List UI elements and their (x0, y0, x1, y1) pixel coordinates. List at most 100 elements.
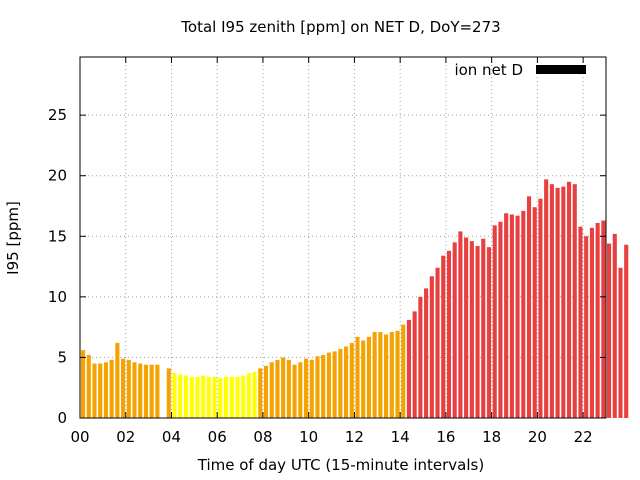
bar (498, 221, 503, 418)
bar (366, 336, 371, 418)
legend-swatch (536, 65, 586, 74)
bar (229, 376, 234, 418)
y-tick-label: 20 (48, 167, 67, 185)
x-tick-label: 14 (391, 428, 410, 446)
bar (412, 311, 417, 418)
axis-ticks: 00 02 04 06 08 10 12 14 16 18 20 22 0 5 10 15 20 25 (48, 57, 606, 446)
bar (378, 331, 383, 418)
bar (361, 340, 366, 418)
bar (372, 331, 377, 418)
x-axis-label: Time of day UTC (15-minute intervals) (197, 456, 484, 474)
y-tick-label: 5 (57, 348, 67, 366)
bar (332, 351, 337, 418)
bar (464, 237, 469, 418)
bar (115, 342, 120, 418)
bar (458, 231, 463, 418)
bar (326, 352, 331, 418)
bar (172, 373, 177, 418)
x-tick-label: 08 (253, 428, 272, 446)
bar (286, 359, 291, 418)
bar (584, 236, 589, 418)
bar (452, 242, 457, 418)
bar (258, 368, 263, 418)
bar (595, 222, 600, 418)
bar (315, 356, 320, 418)
bar (81, 350, 86, 418)
bar (132, 362, 137, 418)
bar (561, 186, 566, 418)
bar (178, 374, 183, 418)
bar (143, 364, 149, 418)
y-tick-label: 10 (48, 288, 67, 306)
bar (241, 375, 246, 418)
bar (121, 358, 126, 418)
bar (269, 362, 274, 418)
bar (292, 364, 297, 418)
bar (406, 319, 412, 418)
bars (81, 179, 629, 418)
x-tick-label: 06 (208, 428, 227, 446)
bar (201, 375, 206, 418)
bar (109, 359, 114, 418)
bar (138, 363, 143, 418)
x-tick-label: 12 (345, 428, 364, 446)
bar (252, 371, 257, 418)
bar (389, 331, 394, 418)
bar (504, 213, 509, 418)
bar (349, 342, 354, 418)
y-tick-label: 15 (48, 227, 67, 245)
x-tick-label: 00 (70, 428, 89, 446)
bar (395, 330, 400, 418)
bar (555, 187, 560, 418)
bar (492, 225, 497, 418)
bar (212, 376, 217, 418)
gridlines (80, 57, 606, 418)
bar (538, 198, 543, 418)
bar (309, 359, 314, 418)
bar (509, 214, 514, 418)
x-tick-label: 16 (436, 428, 455, 446)
bar (475, 245, 480, 418)
bar (384, 334, 389, 418)
bar (435, 267, 440, 418)
bar (446, 250, 452, 418)
bar (481, 238, 486, 418)
bar (469, 241, 474, 418)
legend: ion net D (454, 61, 586, 79)
bar (103, 362, 108, 418)
x-tick-label: 22 (574, 428, 593, 446)
bar (515, 215, 520, 418)
bar (275, 359, 280, 418)
bar (166, 368, 171, 418)
bar (246, 373, 251, 418)
x-tick-label: 10 (299, 428, 318, 446)
x-tick-label: 02 (116, 428, 135, 446)
bar (92, 363, 97, 418)
y-tick-label: 0 (57, 409, 67, 427)
plot-frame (79, 56, 607, 419)
bar (98, 363, 103, 418)
bar (441, 255, 446, 418)
bar (607, 243, 612, 418)
bar (589, 227, 594, 418)
bar (155, 364, 160, 418)
x-tick-label: 18 (482, 428, 501, 446)
bar (149, 364, 154, 418)
bar (189, 376, 194, 418)
bar (218, 378, 223, 418)
bar (549, 184, 554, 418)
bar (521, 210, 526, 418)
bar (486, 247, 492, 418)
legend-label: ion net D (454, 61, 523, 79)
bar (338, 348, 343, 418)
bar (355, 336, 360, 418)
bar (424, 288, 429, 418)
bar (624, 244, 629, 418)
bar (281, 357, 286, 418)
bar (526, 196, 532, 418)
bar (195, 376, 200, 418)
bar (601, 220, 606, 418)
x-tick-label: 04 (162, 428, 181, 446)
